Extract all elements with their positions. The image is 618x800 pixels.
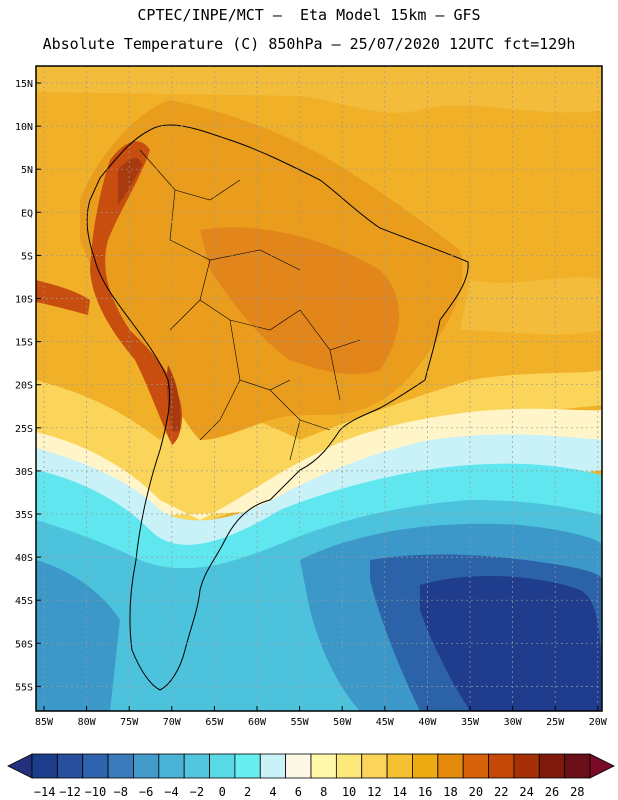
lat-label: EQ: [21, 208, 33, 219]
colorbar-box: [234, 753, 261, 779]
colorbar-label: 10: [342, 785, 356, 799]
colorbar-box: [488, 753, 515, 779]
colorbar-label: 28: [570, 785, 584, 799]
lat-lon-grid: [36, 66, 602, 711]
andes-hot-strip: [90, 141, 183, 446]
warm-band-east-atlantic: [460, 277, 602, 335]
lon-label: 40W: [418, 717, 437, 728]
lat-label: 5N: [21, 165, 33, 176]
colorbar-label: 8: [320, 785, 327, 799]
colorbar-label: 4: [269, 785, 276, 799]
west-coast-hot: [36, 280, 90, 315]
colorbar-box: [564, 753, 591, 779]
lat-label: 10N: [15, 122, 33, 133]
lon-label: 30W: [504, 717, 523, 728]
longitude-labels: 85W 80W 75W 70W 65W 60W 55W 50W 45W 40W 35W 30W 25W 2…: [35, 706, 608, 728]
colorbar-label: −2: [190, 785, 204, 799]
colorbar-labels: −14 −12 −10 −8 −6 −4 −2 0 2 4 6 8 10 12 14 16 18 20 22 24 26…: [34, 785, 585, 799]
colorbar-over-arrow: [589, 753, 615, 779]
colorbar-label: 26: [545, 785, 559, 799]
andes-peak-south: [166, 365, 181, 432]
south-america-coastline: [86, 124, 469, 691]
lat-label: 55S: [15, 682, 33, 693]
andes-peak-core: [118, 158, 142, 205]
colorbar-box: [82, 753, 109, 779]
chart-title-line-2: Absolute Temperature (C) 850hPa – 25/07/…: [42, 35, 576, 53]
colorbar-box: [107, 753, 134, 779]
colorbar-label: −6: [139, 785, 153, 799]
colorbar-label: 0: [219, 785, 226, 799]
lon-label: 20W: [589, 717, 608, 728]
lon-label: 45W: [376, 717, 395, 728]
colorbar-label: 14: [393, 785, 407, 799]
lat-label: 45S: [15, 596, 33, 607]
colorbar-label: 18: [443, 785, 457, 799]
colorbar-box: [437, 753, 464, 779]
colorbar-box: [513, 753, 540, 779]
lon-label: 25W: [546, 717, 565, 728]
lon-label: 70W: [163, 717, 182, 728]
colorbar-box: [56, 753, 84, 779]
colorbar-label: 16: [418, 785, 432, 799]
colorbar-label: −12: [59, 785, 81, 799]
colorbar-label: 22: [494, 785, 508, 799]
colorbar-box: [361, 753, 388, 779]
lon-label: 65W: [205, 717, 224, 728]
mild-subtropical-band: [36, 370, 602, 530]
colorbar-label: 20: [469, 785, 483, 799]
colorbar-box: [285, 753, 312, 779]
colorbar-boxes: [7, 753, 615, 779]
colorbar-label: −8: [114, 785, 128, 799]
colorbar-label: −10: [85, 785, 107, 799]
colorbar-box: [183, 753, 210, 779]
colorbar-label: 24: [519, 785, 533, 799]
colorbar-label: 12: [367, 785, 381, 799]
colorbar-box: [412, 753, 439, 779]
colorbar-label: 2: [244, 785, 251, 799]
lat-label: 15S: [15, 338, 33, 349]
colorbar-box: [538, 753, 566, 779]
lon-label: 75W: [120, 717, 139, 728]
country-borders: [139, 149, 361, 461]
lat-label: 30S: [15, 467, 33, 478]
lat-label: 50S: [15, 639, 33, 650]
lon-label: 35W: [461, 717, 480, 728]
lat-label: 35S: [15, 510, 33, 521]
map-frame: [35, 65, 603, 712]
colorbar-box: [259, 753, 287, 779]
colorbar-box: [462, 753, 489, 779]
cold-blue-west: [36, 560, 120, 711]
colorbar-box: [386, 753, 413, 779]
lat-label: 25S: [15, 424, 33, 435]
colorbar-label: −4: [164, 785, 178, 799]
lat-label: 15N: [15, 79, 33, 90]
colorbar-box: [335, 753, 363, 779]
land-hot-region: [200, 227, 399, 375]
lon-label: 85W: [35, 717, 54, 728]
colorbar-label: −14: [34, 785, 56, 799]
colorbar-box: [310, 753, 337, 779]
colorbar-box: [31, 753, 58, 779]
lat-label: 20S: [15, 381, 33, 392]
lon-label: 50W: [333, 717, 352, 728]
colorbar-under-arrow: [7, 753, 33, 779]
colorbar-box: [158, 753, 185, 779]
lat-label: 40S: [15, 553, 33, 564]
lat-label: 10S: [15, 295, 33, 306]
colorbar-box: [209, 753, 236, 779]
chart-title-line-1: CPTEC/INPE/MCT – Eta Model 15km – GFS: [137, 6, 481, 24]
colorbar-box: [133, 753, 160, 779]
colorbar-label: 6: [295, 785, 302, 799]
warm-band-north: [36, 66, 602, 113]
lon-label: 55W: [291, 717, 310, 728]
latitude-labels: 15N 10N 5N EQ 5S 10S 15S 20S 25S 30S 35S 40S 45S 50S 5…: [15, 79, 41, 693]
lon-label: 60W: [248, 717, 267, 728]
lon-label: 80W: [78, 717, 97, 728]
lat-label: 5S: [21, 251, 33, 262]
